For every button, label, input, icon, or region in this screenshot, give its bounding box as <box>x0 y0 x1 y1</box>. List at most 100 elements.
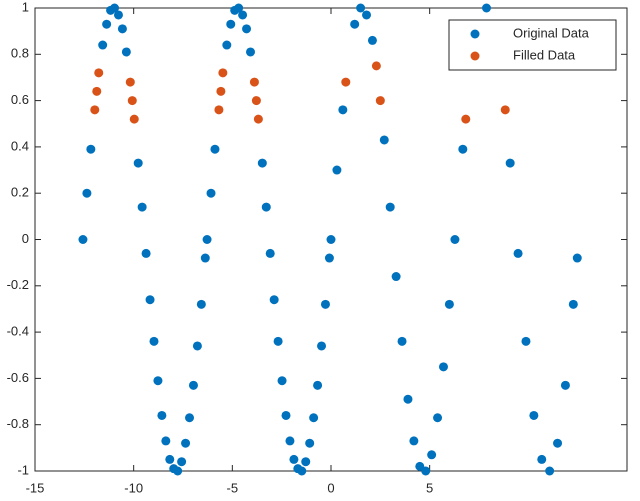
point <box>397 336 407 346</box>
point <box>141 248 151 258</box>
point <box>277 376 287 386</box>
y-tick-label: 0.4 <box>11 138 29 153</box>
point <box>192 341 202 351</box>
point <box>375 96 385 106</box>
y-tick-label: 1 <box>22 0 29 14</box>
point <box>273 336 283 346</box>
y-tick-label: 0.6 <box>11 92 29 107</box>
point <box>458 144 468 154</box>
point <box>249 77 259 87</box>
point <box>102 19 112 29</box>
point <box>185 413 195 423</box>
point <box>421 466 431 476</box>
point <box>285 436 295 446</box>
y-tick-label: 0 <box>22 231 29 246</box>
point <box>320 299 330 309</box>
point <box>505 158 515 168</box>
point <box>165 454 175 464</box>
point <box>379 135 389 145</box>
point <box>181 438 191 448</box>
point <box>289 454 299 464</box>
point <box>188 380 198 390</box>
y-tick-label: -0.6 <box>7 370 29 385</box>
x-tick-label: 0 <box>327 480 334 495</box>
point <box>127 96 137 106</box>
legend-label: Original Data <box>513 25 590 40</box>
point <box>313 380 323 390</box>
point <box>78 235 88 244</box>
point <box>149 336 159 346</box>
point <box>281 410 291 420</box>
point <box>206 188 216 198</box>
point <box>427 450 437 460</box>
point <box>196 299 206 309</box>
x-tick-label: -15 <box>26 480 45 495</box>
point <box>261 202 271 212</box>
point <box>129 114 139 124</box>
x-tick-label: 5 <box>426 480 433 495</box>
point <box>137 202 147 212</box>
point <box>356 3 366 13</box>
point <box>317 341 327 351</box>
point <box>251 96 261 106</box>
point <box>269 295 279 305</box>
point <box>500 105 510 115</box>
point <box>125 77 135 87</box>
point <box>245 47 255 57</box>
point <box>86 144 96 154</box>
point <box>371 61 381 71</box>
point <box>529 410 539 420</box>
point <box>218 68 228 78</box>
point <box>324 253 334 263</box>
point <box>216 86 226 96</box>
point <box>444 299 454 309</box>
legend-box <box>448 19 617 71</box>
point <box>113 10 123 20</box>
point <box>257 158 267 168</box>
point <box>92 86 102 96</box>
point <box>121 47 131 57</box>
point <box>265 248 275 258</box>
point <box>200 253 210 263</box>
point <box>110 3 120 13</box>
point <box>362 10 372 20</box>
point <box>350 19 360 29</box>
point <box>438 362 448 372</box>
point <box>560 380 570 390</box>
point <box>513 248 523 258</box>
y-tick-label: -0.4 <box>7 324 29 339</box>
point <box>297 466 307 476</box>
point <box>90 105 100 115</box>
point <box>98 40 108 50</box>
point <box>234 3 244 13</box>
point <box>409 436 419 446</box>
point <box>214 105 224 115</box>
point <box>301 457 311 467</box>
point <box>145 295 155 305</box>
point <box>481 3 491 13</box>
point <box>210 144 220 154</box>
point <box>433 413 443 423</box>
point <box>326 235 336 244</box>
point <box>133 158 143 168</box>
y-tick-label: 0.8 <box>11 46 29 61</box>
point <box>202 235 212 244</box>
point <box>545 466 555 476</box>
point <box>238 10 248 20</box>
point <box>153 376 163 386</box>
point <box>242 24 252 34</box>
point <box>367 35 377 45</box>
point <box>338 105 348 115</box>
point <box>403 394 413 404</box>
point <box>385 202 395 212</box>
point <box>94 68 104 78</box>
point <box>226 19 236 29</box>
point <box>553 438 563 448</box>
x-tick-label: -5 <box>227 480 239 495</box>
legend-label: Filled Data <box>513 47 576 62</box>
point <box>568 299 578 309</box>
point <box>572 253 582 263</box>
y-tick-label: -1 <box>17 462 29 477</box>
point <box>222 40 232 50</box>
point <box>177 457 187 467</box>
